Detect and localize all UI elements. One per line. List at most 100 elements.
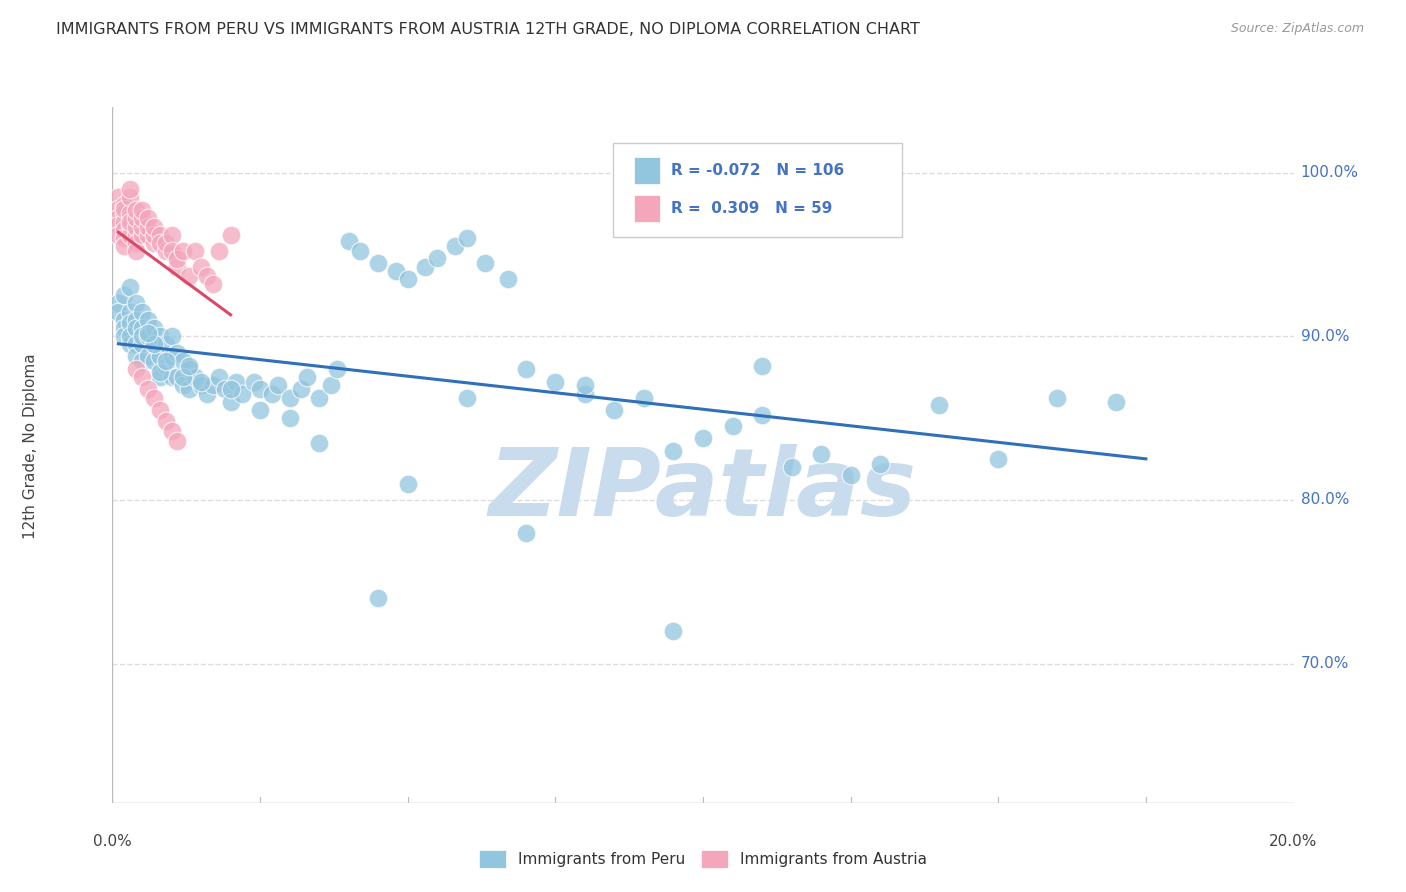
Point: [172, 353, 194, 368]
Point: [184, 244, 207, 259]
Point: [136, 382, 159, 396]
Point: [107, 227, 129, 242]
Point: [155, 359, 177, 373]
Point: [367, 255, 389, 269]
Point: [337, 234, 360, 248]
Point: [160, 227, 183, 242]
Point: [125, 244, 148, 259]
Point: [195, 386, 218, 401]
Point: [166, 260, 188, 275]
Point: [142, 227, 165, 242]
Point: [112, 198, 135, 212]
Text: ZIPatlas: ZIPatlas: [489, 443, 917, 536]
Point: [179, 362, 201, 376]
Point: [396, 272, 419, 286]
Point: [231, 386, 253, 401]
Point: [172, 370, 194, 384]
Point: [131, 227, 153, 242]
Point: [160, 424, 183, 438]
Point: [184, 370, 207, 384]
Point: [136, 313, 159, 327]
Point: [131, 353, 153, 368]
Point: [297, 370, 319, 384]
Point: [142, 337, 165, 351]
Point: [172, 244, 194, 259]
Point: [810, 447, 832, 461]
Point: [136, 329, 159, 343]
Point: [190, 378, 212, 392]
Point: [160, 244, 183, 259]
Point: [444, 239, 467, 253]
Point: [662, 624, 685, 638]
Point: [131, 370, 153, 384]
Point: [120, 227, 142, 242]
Point: [125, 235, 148, 250]
Point: [574, 378, 596, 392]
Point: [456, 231, 478, 245]
Point: [751, 359, 773, 373]
Point: [496, 272, 519, 286]
Point: [349, 244, 371, 259]
Point: [136, 326, 159, 340]
Point: [190, 375, 212, 389]
Point: [107, 190, 129, 204]
Point: [179, 382, 201, 396]
Point: [120, 337, 142, 351]
Point: [155, 414, 177, 428]
Point: [208, 244, 231, 259]
Point: [160, 349, 183, 363]
Point: [179, 359, 201, 373]
Point: [125, 227, 148, 242]
Point: [219, 394, 242, 409]
Point: [219, 382, 242, 396]
Point: [125, 321, 148, 335]
Point: [987, 452, 1010, 467]
Point: [120, 206, 142, 220]
Point: [142, 337, 165, 351]
Point: [120, 214, 142, 228]
Text: R = -0.072   N = 106: R = -0.072 N = 106: [671, 163, 844, 178]
Point: [290, 382, 312, 396]
Point: [426, 251, 449, 265]
Point: [155, 244, 177, 259]
Point: [120, 190, 142, 204]
Text: 70.0%: 70.0%: [1301, 657, 1348, 671]
Point: [751, 408, 773, 422]
Point: [692, 431, 714, 445]
Point: [149, 403, 172, 417]
Point: [574, 386, 596, 401]
Point: [120, 329, 142, 343]
Point: [112, 223, 135, 237]
Point: [125, 337, 148, 351]
Point: [1046, 392, 1069, 406]
Point: [662, 443, 685, 458]
Point: [839, 468, 862, 483]
Point: [125, 219, 148, 234]
Point: [120, 218, 142, 232]
Point: [201, 378, 224, 392]
Point: [201, 277, 224, 291]
Point: [142, 321, 165, 335]
Point: [155, 337, 177, 351]
Point: [125, 296, 148, 310]
Point: [112, 313, 135, 327]
Legend: Immigrants from Peru, Immigrants from Austria: Immigrants from Peru, Immigrants from Au…: [471, 842, 935, 875]
Point: [278, 392, 301, 406]
Point: [243, 375, 266, 389]
Point: [107, 296, 129, 310]
Text: 90.0%: 90.0%: [1301, 329, 1348, 343]
Point: [112, 329, 135, 343]
Point: [319, 378, 342, 392]
Point: [120, 316, 142, 330]
Point: [112, 239, 135, 253]
Point: [142, 392, 165, 406]
Point: [166, 252, 188, 267]
Point: [136, 219, 159, 234]
Point: [166, 345, 188, 359]
Point: [190, 260, 212, 275]
Point: [136, 227, 159, 242]
Text: IMMIGRANTS FROM PERU VS IMMIGRANTS FROM AUSTRIA 12TH GRADE, NO DIPLOMA CORRELATI: IMMIGRANTS FROM PERU VS IMMIGRANTS FROM …: [56, 22, 920, 37]
Point: [112, 206, 135, 220]
Point: [456, 392, 478, 406]
Point: [249, 382, 271, 396]
